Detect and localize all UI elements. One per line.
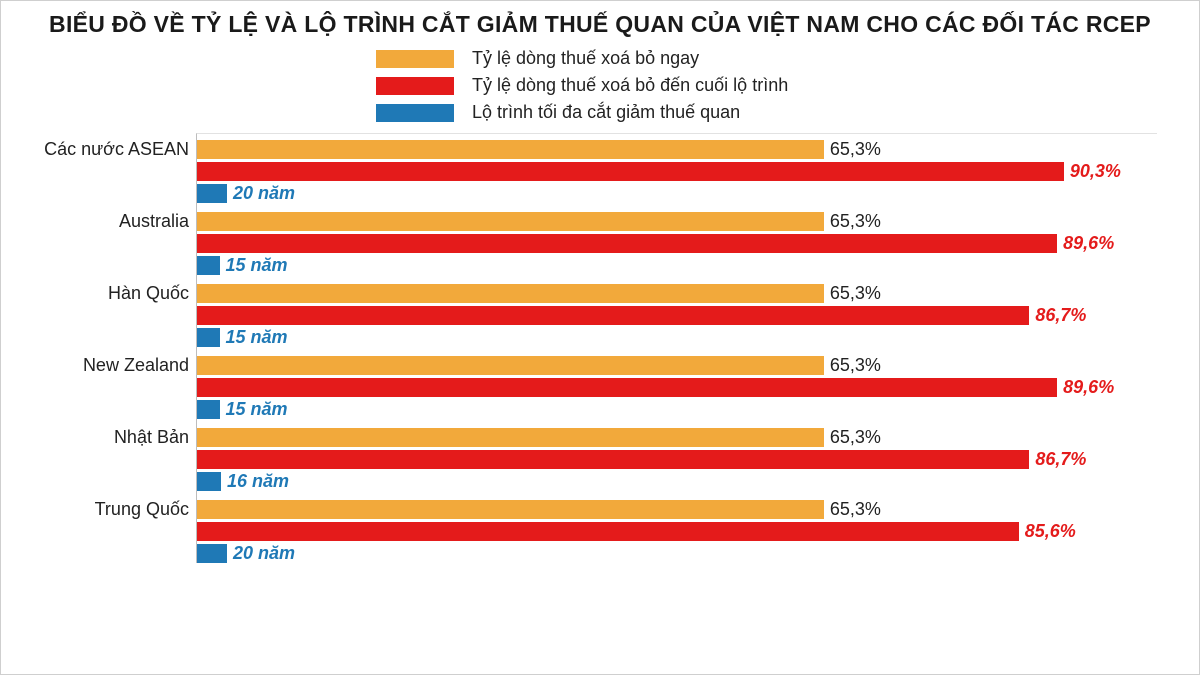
value-label: 20 năm (227, 543, 295, 564)
bar-series3 (197, 328, 220, 347)
chart-frame: BIỂU ĐỒ VỀ TỶ LỆ VÀ LỘ TRÌNH CẮT GIẢM TH… (0, 0, 1200, 675)
bar-row: 65,3% (197, 212, 1157, 231)
bar-row: 89,6% (197, 378, 1157, 397)
value-label: 65,3% (824, 139, 881, 160)
value-label: 89,6% (1057, 377, 1114, 398)
category-group: Trung Quốc65,3%85,6%20 năm (197, 494, 1157, 563)
legend-item: Tỷ lệ dòng thuế xoá bỏ đến cuối lộ trình (376, 75, 788, 96)
category-group: Các nước ASEAN65,3%90,3%20 năm (197, 134, 1157, 203)
legend-item: Tỷ lệ dòng thuế xoá bỏ ngay (376, 48, 699, 69)
bar-series3 (197, 544, 227, 563)
bar-row: 65,3% (197, 500, 1157, 519)
legend: Tỷ lệ dòng thuế xoá bỏ ngay Tỷ lệ dòng t… (376, 44, 1179, 133)
bar-series2 (197, 522, 1019, 541)
legend-swatch (376, 77, 454, 95)
bar-series1 (197, 356, 824, 375)
bar-series1 (197, 284, 824, 303)
legend-swatch (376, 50, 454, 68)
category-group: Hàn Quốc65,3%86,7%15 năm (197, 278, 1157, 347)
value-label: 65,3% (824, 211, 881, 232)
category-group: Australia65,3%89,6%15 năm (197, 206, 1157, 275)
category-group: Nhật Bản65,3%86,7%16 năm (197, 422, 1157, 491)
bar-row: 20 năm (197, 544, 1157, 563)
value-label: 65,3% (824, 499, 881, 520)
legend-label: Lộ trình tối đa cắt giảm thuế quan (472, 102, 740, 123)
bar-row: 86,7% (197, 450, 1157, 469)
bar-series1 (197, 212, 824, 231)
bar-row: 20 năm (197, 184, 1157, 203)
value-label: 85,6% (1019, 521, 1076, 542)
legend-item: Lộ trình tối đa cắt giảm thuế quan (376, 102, 740, 123)
category-label: Australia (119, 212, 197, 231)
bar-row: 85,6% (197, 522, 1157, 541)
bar-row: 15 năm (197, 328, 1157, 347)
bar-series2 (197, 450, 1029, 469)
category-label: New Zealand (83, 356, 197, 375)
bar-series1 (197, 500, 824, 519)
bar-row: 89,6% (197, 234, 1157, 253)
category-label: Các nước ASEAN (44, 140, 197, 159)
value-label: 15 năm (220, 399, 288, 420)
value-label: 65,3% (824, 427, 881, 448)
bar-series2 (197, 378, 1057, 397)
value-label: 89,6% (1057, 233, 1114, 254)
bar-series1 (197, 140, 824, 159)
value-label: 86,7% (1029, 305, 1086, 326)
value-label: 16 năm (221, 471, 289, 492)
value-label: 90,3% (1064, 161, 1121, 182)
value-label: 65,3% (824, 283, 881, 304)
value-label: 20 năm (227, 183, 295, 204)
value-label: 15 năm (220, 255, 288, 276)
legend-label: Tỷ lệ dòng thuế xoá bỏ đến cuối lộ trình (472, 75, 788, 96)
category-label: Trung Quốc (95, 500, 197, 519)
chart-title: BIỂU ĐỒ VỀ TỶ LỆ VÀ LỘ TRÌNH CẮT GIẢM TH… (21, 9, 1179, 44)
bar-series3 (197, 472, 221, 491)
bar-row: 15 năm (197, 256, 1157, 275)
bar-row: 15 năm (197, 400, 1157, 419)
bar-series2 (197, 306, 1029, 325)
category-group: New Zealand65,3%89,6%15 năm (197, 350, 1157, 419)
bar-series1 (197, 428, 824, 447)
bar-row: 90,3% (197, 162, 1157, 181)
value-label: 65,3% (824, 355, 881, 376)
legend-label: Tỷ lệ dòng thuế xoá bỏ ngay (472, 48, 699, 69)
bar-series2 (197, 234, 1057, 253)
bar-row: 86,7% (197, 306, 1157, 325)
category-label: Hàn Quốc (108, 284, 197, 303)
bar-series3 (197, 256, 220, 275)
chart-plot: Các nước ASEAN65,3%90,3%20 nămAustralia6… (196, 133, 1157, 563)
value-label: 86,7% (1029, 449, 1086, 470)
bar-row: 16 năm (197, 472, 1157, 491)
bar-row: 65,3% (197, 284, 1157, 303)
value-label: 15 năm (220, 327, 288, 348)
category-label: Nhật Bản (114, 428, 197, 447)
bar-series3 (197, 184, 227, 203)
bar-row: 65,3% (197, 356, 1157, 375)
bar-series2 (197, 162, 1064, 181)
bar-series3 (197, 400, 220, 419)
bar-row: 65,3% (197, 428, 1157, 447)
legend-swatch (376, 104, 454, 122)
bar-row: 65,3% (197, 140, 1157, 159)
